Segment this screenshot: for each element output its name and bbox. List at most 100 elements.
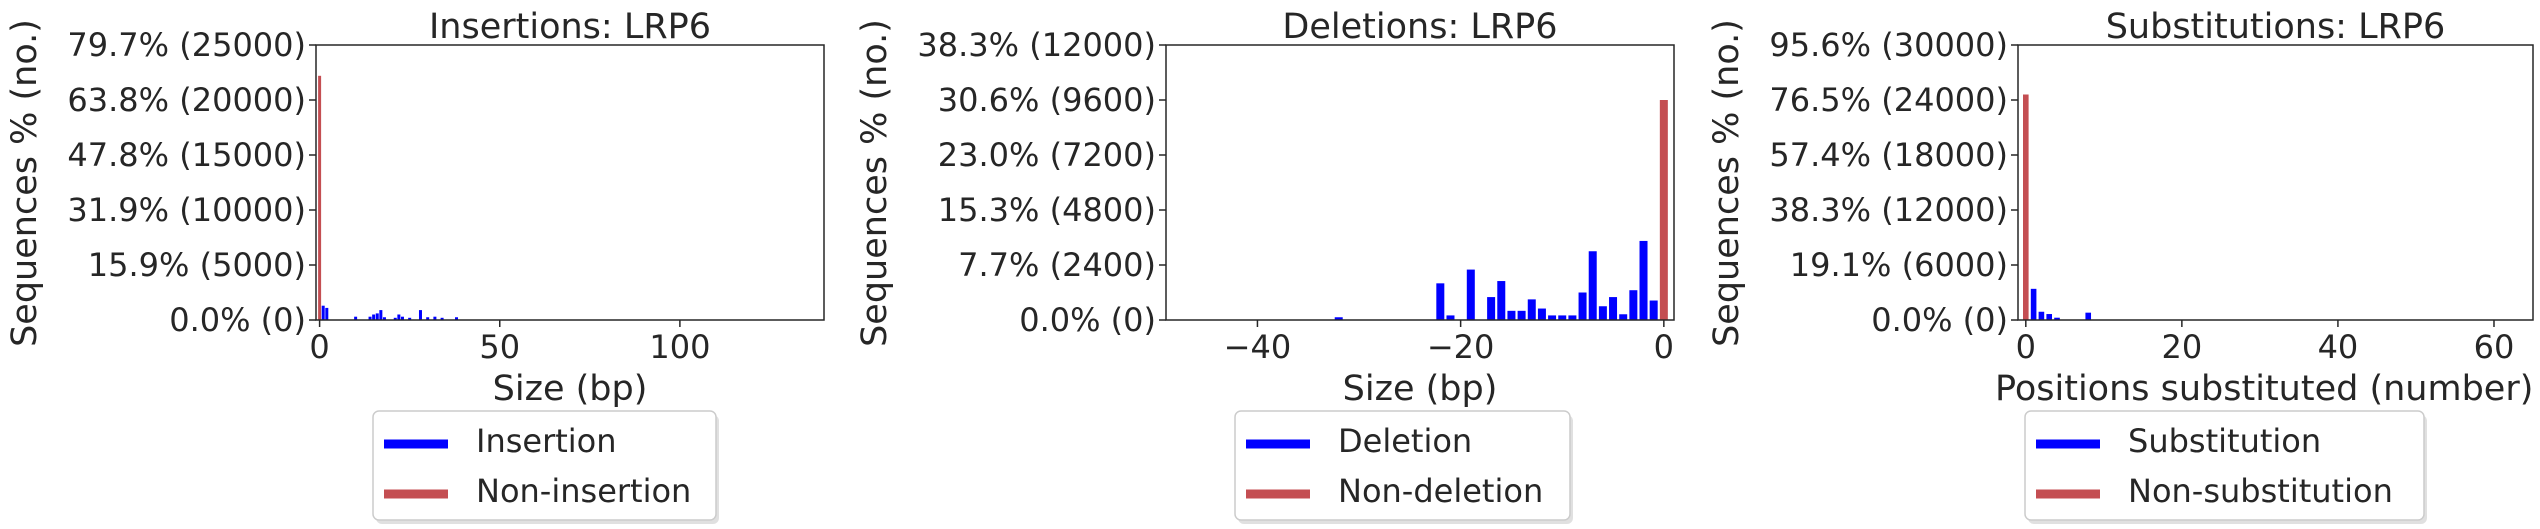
y-tick-label: 19.1% (6000)	[1790, 246, 2008, 284]
y-tick-label: 0.0% (0)	[1019, 301, 1156, 339]
y-tick-label: 0.0% (0)	[1871, 301, 2008, 339]
bar-x38	[455, 317, 459, 320]
x-tick-label: 50	[479, 328, 520, 366]
bar-x-21	[1446, 315, 1455, 320]
bar-x-6	[1598, 306, 1607, 320]
legend-box	[2024, 410, 2425, 521]
bar-x3	[2046, 314, 2053, 320]
plot-frame	[1165, 44, 1675, 321]
bar-x-3	[1629, 290, 1638, 320]
bar-x22	[397, 314, 401, 320]
bar-x-14	[1517, 310, 1526, 320]
bar-x-10	[1558, 315, 1567, 320]
bar-x23	[400, 316, 404, 320]
legend-entry: Deletion	[1338, 422, 1472, 460]
legend-entry: Non-insertion	[476, 472, 691, 510]
x-tick-label: 20	[2162, 328, 2203, 366]
x-axis-label: Size (bp)	[1343, 369, 1498, 409]
bar-non-x0	[2023, 94, 2029, 320]
bar-x2	[2038, 311, 2045, 320]
bar-x-9	[1568, 315, 1577, 320]
y-tick-label: 79.7% (25000)	[67, 26, 306, 64]
x-axis-label: Size (bp)	[493, 369, 648, 409]
bar-non-x0	[1659, 100, 1668, 320]
bar-x-12	[1537, 308, 1546, 320]
y-axis-label: Sequences % (no.)	[5, 19, 45, 347]
bar-x-1	[1649, 300, 1658, 320]
bar-x2	[325, 307, 329, 320]
bar-x-13	[1527, 299, 1536, 320]
bar-x28	[418, 310, 422, 320]
x-tick-label: 100	[649, 328, 710, 366]
y-tick-label: 95.6% (30000)	[1769, 26, 2008, 64]
bar-x-17	[1487, 297, 1496, 320]
x-tick-label: 0	[1654, 328, 1674, 366]
chart-title: Substitutions: LRP6	[2106, 7, 2446, 47]
bar-x-5	[1609, 297, 1618, 320]
bar-x1	[2030, 288, 2037, 320]
y-tick-label: 57.4% (18000)	[1769, 136, 2008, 174]
y-tick-label: 23.0% (7200)	[938, 136, 1156, 174]
y-tick-label: 63.8% (20000)	[67, 81, 306, 119]
x-axis-label: Positions substituted (number)	[1995, 369, 2533, 409]
legend-entry: Non-deletion	[1338, 472, 1543, 510]
y-tick-label: 15.3% (4800)	[938, 191, 1156, 229]
bar-x30	[426, 317, 430, 320]
legend-entry: Insertion	[476, 422, 617, 460]
y-tick-label: 7.7% (2400)	[958, 246, 1156, 284]
chart-title: Deletions: LRP6	[1282, 7, 1557, 47]
legend-box	[372, 410, 717, 521]
bar-x-2	[1639, 240, 1648, 320]
bar-x-16	[1497, 281, 1506, 320]
y-axis-label: Sequences % (no.)	[1707, 19, 1747, 347]
y-tick-label: 30.6% (9600)	[938, 81, 1156, 119]
x-tick-label: −20	[1427, 328, 1495, 366]
bar-x-32	[1334, 317, 1343, 320]
bar-x-8	[1578, 292, 1587, 320]
y-tick-label: 47.8% (15000)	[67, 136, 306, 174]
bar-non-x0	[318, 75, 322, 320]
legend-entry: Non-substitution	[2128, 472, 2393, 510]
bar-x-22	[1436, 283, 1445, 320]
bar-x25	[408, 317, 412, 320]
bar-x-15	[1507, 310, 1516, 320]
bar-x17	[379, 310, 383, 320]
bar-x4	[2054, 317, 2060, 320]
chart-panel-2: Deletions: LRP6 0.0% (0) 7.7% (2400) 15.3% …	[855, 7, 1675, 524]
bar-x1	[321, 305, 325, 320]
legend: Deletion Non-deletion	[1234, 410, 1573, 524]
chart-panel-1: Insertions: LRP6 0.0% (0) 15.9% (5000) 31.9…	[5, 7, 825, 524]
bar-x-7	[1588, 251, 1597, 320]
chart-title: Insertions: LRP6	[429, 7, 711, 47]
y-tick-label: 31.9% (10000)	[67, 191, 306, 229]
plot-frame	[315, 44, 825, 321]
legend-box	[1234, 410, 1571, 521]
x-tick-label: 0	[2016, 328, 2036, 366]
chart-panel-3: Substitutions: LRP6 0.0% (0) 19.1% (6000) 3…	[1707, 7, 2534, 524]
bar-x-19	[1466, 269, 1475, 320]
x-tick-label: −40	[1224, 328, 1292, 366]
bar-x-11	[1548, 315, 1557, 320]
bar-x34	[440, 317, 444, 320]
y-tick-label: 38.3% (12000)	[1769, 191, 2008, 229]
bar-x21	[393, 317, 397, 320]
y-tick-label: 15.9% (5000)	[88, 246, 306, 284]
bar-x18	[382, 317, 386, 320]
bar-x8	[2085, 312, 2092, 320]
legend: Insertion Non-insertion	[372, 410, 719, 524]
bar-x32	[433, 316, 437, 320]
legend: Substitution Non-substitution	[2024, 410, 2427, 524]
x-tick-label: 40	[2318, 328, 2359, 366]
x-tick-label: 0	[309, 328, 329, 366]
legend-entry: Substitution	[2128, 422, 2321, 460]
bar-x10	[354, 316, 358, 320]
y-tick-label: 76.5% (24000)	[1769, 81, 2008, 119]
bar-x14	[368, 316, 372, 320]
bar-x-4	[1619, 314, 1628, 320]
y-tick-label: 38.3% (12000)	[917, 26, 1156, 64]
plot-frame	[2017, 44, 2534, 321]
y-axis-label: Sequences % (no.)	[855, 19, 895, 347]
bar-x16	[375, 313, 379, 320]
bar-x15	[372, 314, 376, 320]
